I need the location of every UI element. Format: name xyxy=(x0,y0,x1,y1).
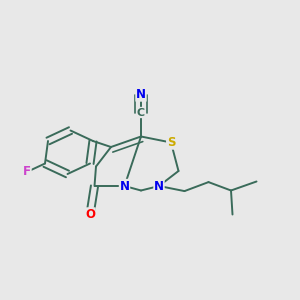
Text: S: S xyxy=(167,136,175,149)
Text: N: N xyxy=(136,88,146,101)
Text: N: N xyxy=(119,179,130,193)
Text: C: C xyxy=(137,107,145,118)
Text: N: N xyxy=(154,179,164,193)
Text: F: F xyxy=(23,165,31,178)
Text: O: O xyxy=(85,208,95,221)
